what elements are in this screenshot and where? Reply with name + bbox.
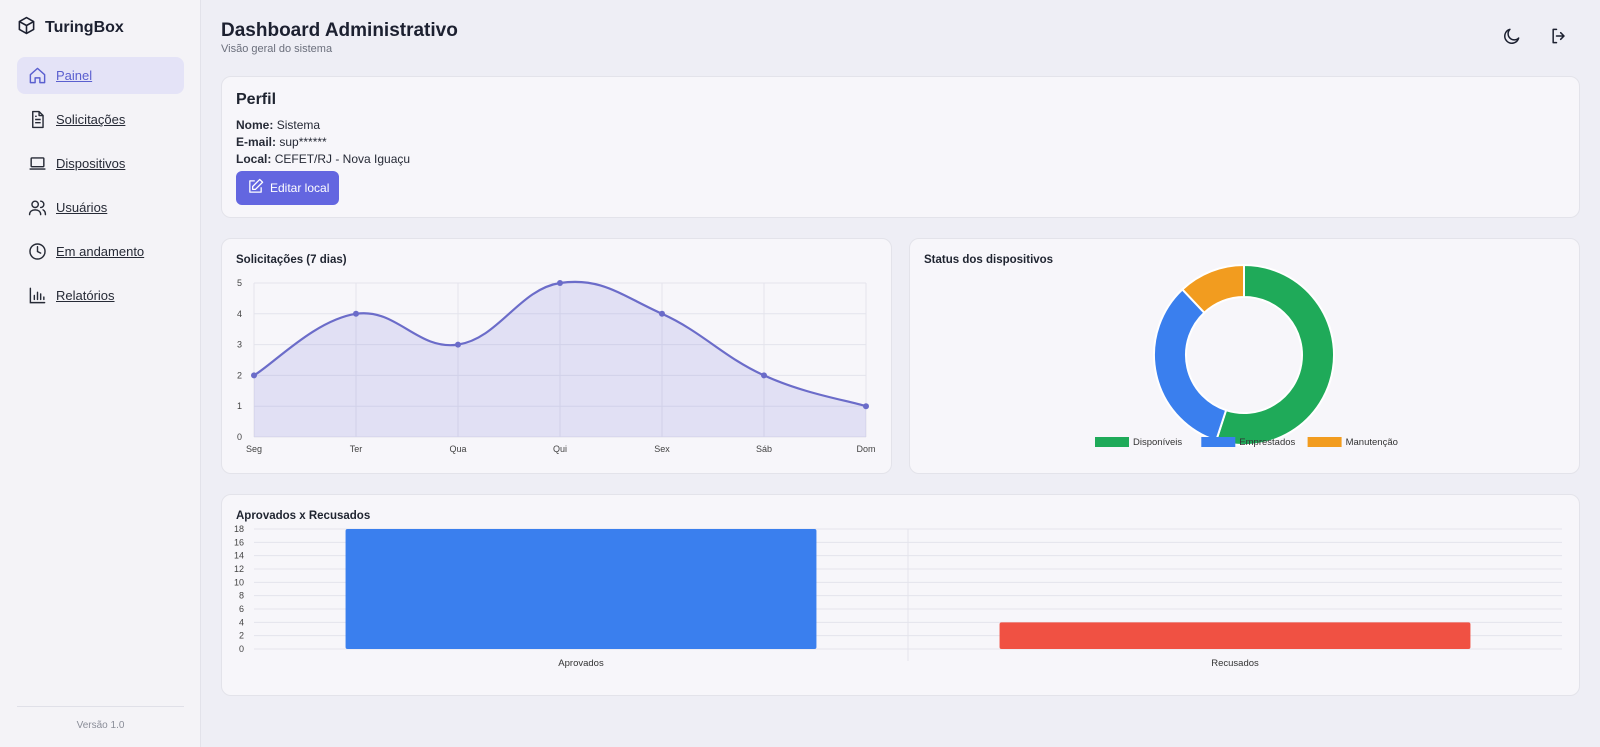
y-tick-label: 12 [234, 564, 244, 574]
sidebar-item-relatorios[interactable]: Relatórios [17, 277, 184, 314]
y-tick-label: 0 [237, 432, 242, 442]
profile-email: E-mail: sup****** [236, 135, 327, 149]
y-tick-label: 18 [234, 524, 244, 534]
page-title: Dashboard Administrativo [221, 20, 458, 41]
legend-swatch [1307, 437, 1342, 447]
chart-title: Solicitações (7 dias) [236, 254, 347, 266]
y-tick-label: 4 [237, 309, 242, 319]
legend-label: Manutenção [1346, 437, 1398, 448]
y-tick-label: 2 [237, 370, 242, 380]
name-value: Sistema [276, 118, 321, 132]
sidebar-item-label: Solicitações [56, 112, 126, 127]
document-icon [27, 110, 47, 130]
x-tick-label: Sáb [756, 444, 772, 454]
page-subtitle: Visão geral do sistema [221, 43, 333, 55]
data-point [353, 310, 359, 317]
x-tick-label: Recusados [1211, 658, 1259, 669]
x-tick-label: Qui [553, 444, 567, 454]
y-tick-label: 4 [239, 617, 244, 627]
data-point [557, 280, 563, 286]
brand[interactable]: TuringBox [17, 16, 124, 40]
profile-card: Perfil Nome: Sistema E-mail: sup****** L… [221, 76, 1580, 218]
legend-label: Emprestados [1239, 437, 1295, 448]
y-tick-label: 0 [239, 644, 244, 654]
y-tick-label: 5 [237, 278, 242, 288]
data-point [863, 403, 869, 410]
profile-title: Perfil [236, 91, 277, 108]
sidebar: TuringBox Painel Solicitações Dispositiv… [0, 0, 201, 747]
email-value: sup****** [279, 135, 327, 149]
area-fill [254, 281, 866, 437]
data-point [761, 372, 767, 379]
x-tick-label: Sex [654, 444, 670, 454]
sidebar-item-label: Dispositivos [56, 156, 126, 171]
sidebar-item-label: Em andamento [56, 244, 145, 259]
email-label: E-mail: [236, 135, 277, 149]
moon-icon [1502, 26, 1522, 51]
x-tick-label: Qua [449, 444, 466, 454]
line-chart: 0 1 2 3 4 5 Seg Ter Qua Qui Sex Sáb Dom [237, 278, 876, 454]
donut-chart: Disponíveis Emprestados Manutenção [1095, 263, 1398, 448]
logout-button[interactable] [1547, 26, 1571, 50]
sidebar-nav: Painel Solicitações Dispositivos Usuário… [17, 57, 184, 321]
data-point [251, 372, 257, 379]
device-status-card: Status dos dispositivos Disponíveis Empre… [909, 238, 1580, 474]
legend-swatch [1201, 437, 1236, 447]
bar-chart-icon [27, 286, 47, 306]
legend-swatch [1095, 437, 1129, 447]
bar [345, 529, 817, 649]
data-point [659, 310, 665, 317]
theme-toggle-button[interactable] [1500, 26, 1524, 50]
requests-chart-card: Solicitações (7 dias) 0 1 2 3 4 5 Seg Ter Qua Qui… [221, 238, 892, 474]
approved-refused-card: Aprovados x Recusados 0 2 4 6 8 10 12 14 16 18 Apr… [221, 494, 1580, 696]
clock-icon [27, 242, 47, 262]
laptop-icon [27, 154, 47, 174]
sidebar-item-label: Painel [56, 68, 93, 83]
brand-name: TuringBox [45, 19, 124, 36]
edit-local-label: Editar local [270, 181, 330, 195]
x-tick-label: Dom [856, 444, 875, 454]
local-label: Local: [236, 152, 272, 166]
sidebar-item-dispositivos[interactable]: Dispositivos [17, 145, 184, 182]
data-point [455, 341, 461, 348]
y-tick-label: 8 [239, 591, 244, 601]
cube-icon [17, 16, 36, 40]
bar [999, 622, 1471, 649]
x-tick-label: Aprovados [558, 658, 604, 669]
y-tick-label: 10 [234, 577, 244, 587]
y-tick-label: 2 [239, 631, 244, 641]
profile-local: Local: CEFET/RJ - Nova Iguaçu [236, 152, 410, 166]
profile-name: Nome: Sistema [236, 118, 320, 132]
version-label: Versão 1.0 [76, 720, 125, 731]
chart-title: Status dos dispositivos [924, 254, 1054, 266]
y-tick-label: 16 [234, 537, 244, 547]
edit-icon [247, 178, 264, 198]
donut-slice [1180, 263, 1245, 315]
users-icon [27, 198, 47, 218]
home-icon [27, 66, 47, 86]
y-tick-label: 1 [237, 401, 242, 411]
chart-title: Aprovados x Recusados [236, 510, 371, 522]
local-value: CEFET/RJ - Nova Iguaçu [274, 152, 411, 166]
legend-label: Disponíveis [1133, 437, 1182, 448]
x-tick-label: Seg [246, 444, 262, 454]
y-tick-label: 6 [239, 604, 244, 614]
y-tick-label: 14 [234, 551, 244, 561]
sidebar-item-solicitacoes[interactable]: Solicitações [17, 101, 184, 138]
y-tick-label: 3 [237, 340, 242, 350]
edit-local-button[interactable]: Editar local [236, 171, 339, 205]
bar-chart: 0 2 4 6 8 10 12 14 16 18 Aprovados Recusados [234, 524, 1562, 669]
donut-slice [1153, 287, 1228, 442]
sidebar-item-em-andamento[interactable]: Em andamento [17, 233, 184, 270]
sidebar-item-usuarios[interactable]: Usuários [17, 189, 184, 226]
sidebar-item-painel[interactable]: Painel [17, 57, 184, 94]
sidebar-divider [17, 706, 184, 707]
x-tick-label: Ter [350, 444, 363, 454]
sidebar-item-label: Relatórios [56, 288, 115, 303]
name-label: Nome: [236, 118, 274, 132]
sidebar-item-label: Usuários [56, 200, 108, 215]
logout-icon [1549, 26, 1569, 51]
